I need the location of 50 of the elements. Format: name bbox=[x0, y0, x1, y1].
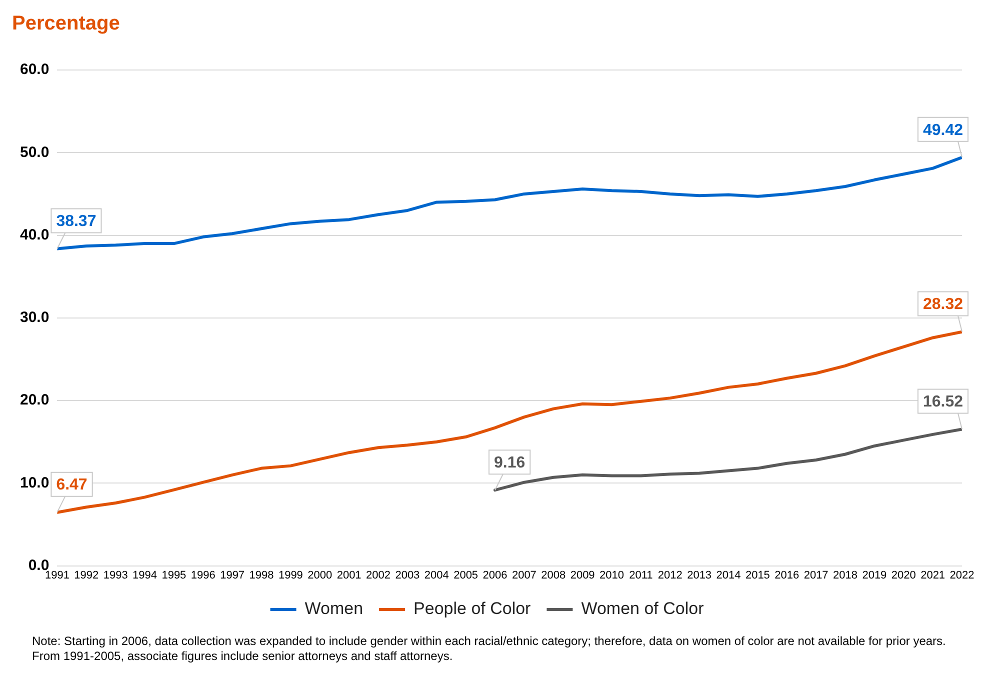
x-tick-label: 2017 bbox=[804, 569, 828, 582]
x-tick-label: 2014 bbox=[716, 569, 741, 582]
x-tick-label: 2016 bbox=[774, 569, 800, 582]
x-tick-label: 2000 bbox=[308, 569, 332, 582]
x-tick-label: 2010 bbox=[600, 569, 624, 582]
x-tick-label: 2011 bbox=[629, 569, 653, 582]
x-tick-label: 2004 bbox=[424, 569, 449, 582]
data-label: 49.42 bbox=[922, 122, 964, 139]
x-tick-label: 1996 bbox=[190, 569, 216, 582]
x-tick-label: 1991 bbox=[44, 569, 70, 582]
chart-title: Percentage bbox=[12, 12, 120, 35]
x-tick-label: 2005 bbox=[454, 569, 478, 582]
x-tick-label: 2003 bbox=[395, 569, 420, 582]
x-tick-label: 1992 bbox=[74, 569, 99, 582]
x-tick-label: 2009 bbox=[570, 569, 595, 582]
data-label: 9.16 bbox=[494, 454, 526, 472]
y-tick-label: 40.0 bbox=[20, 226, 50, 244]
data-label: 28.32 bbox=[922, 296, 964, 314]
x-tick-label: 1997 bbox=[220, 569, 245, 582]
y-tick-label: 10.0 bbox=[20, 474, 50, 492]
x-tick-label: 2019 bbox=[862, 569, 887, 582]
data-label: 16.52 bbox=[922, 394, 964, 411]
x-tick-label: 1999 bbox=[278, 569, 303, 582]
text: From 1991-2005, associate figures include senior attorneys and staff attorneys. bbox=[32, 649, 454, 664]
x-tick-label: 2006 bbox=[482, 569, 508, 582]
x-tick-label: 1998 bbox=[249, 569, 274, 582]
x-tick-label: 2013 bbox=[687, 569, 712, 582]
y-tick-label: 30.0 bbox=[20, 309, 50, 326]
y-tick-label: 20.0 bbox=[20, 392, 50, 409]
x-tick-label: 2018 bbox=[833, 569, 858, 582]
x-tick-label: 2021 bbox=[920, 569, 946, 582]
x-tick-label: 2002 bbox=[366, 569, 390, 582]
x-tick-label: 1995 bbox=[162, 569, 186, 582]
x-tick-label: 1993 bbox=[103, 569, 128, 582]
legend-label: People of Color bbox=[414, 599, 532, 618]
x-tick-label: 2015 bbox=[745, 569, 770, 582]
x-tick-label: 2007 bbox=[512, 569, 536, 582]
legend-label: Women of Color bbox=[581, 599, 704, 618]
text: Note: Starting in 2006, data collection was expanded to include gender within each racial/ethnic category; therefore, data on women of color are not available for prior years. bbox=[32, 634, 947, 649]
data-label: 6.47 bbox=[56, 476, 88, 494]
x-tick-label: 2020 bbox=[891, 569, 916, 582]
x-tick-label: 2008 bbox=[541, 569, 566, 582]
x-tick-label: 2012 bbox=[658, 569, 682, 582]
data-label: 38.37 bbox=[56, 213, 96, 230]
y-tick-label: 60.0 bbox=[20, 61, 50, 78]
y-tick-label: 50.0 bbox=[20, 144, 50, 161]
legend-label: Women bbox=[304, 599, 364, 618]
x-tick-label: 2001 bbox=[336, 569, 362, 582]
x-tick-label: 1994 bbox=[132, 569, 157, 582]
x-tick-label: 2022 bbox=[950, 569, 974, 582]
